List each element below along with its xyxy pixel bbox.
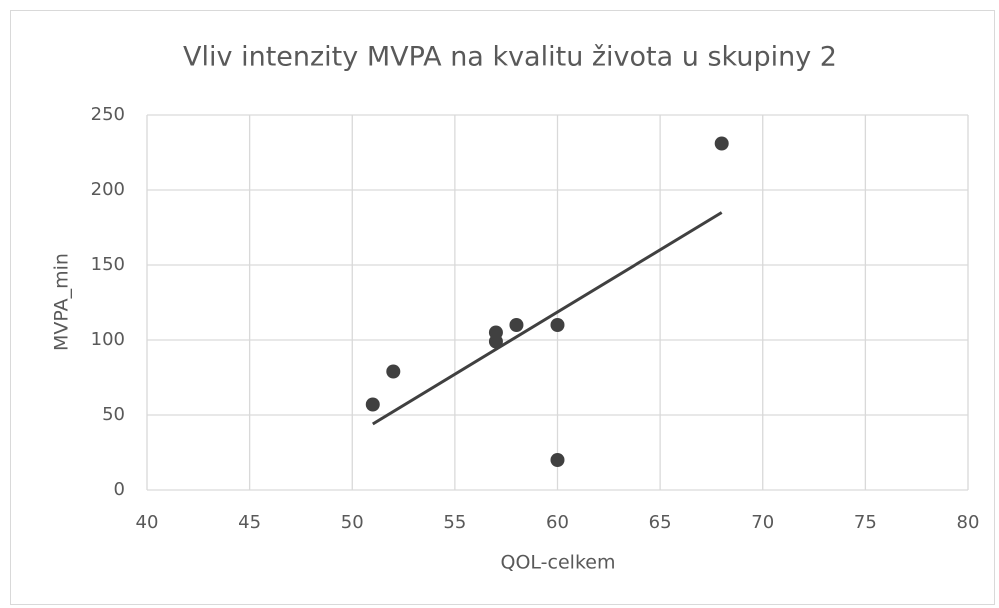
chart-title: Vliv intenzity MVPA na kvalitu života u … [183,42,837,73]
data-point [488,334,503,349]
y-tick-label: 50 [102,404,125,425]
y-tick-label: 250 [91,104,125,125]
y-tick-label: 0 [114,479,125,500]
chart-border [10,10,995,605]
x-tick-label: 60 [546,512,569,533]
x-tick-label: 55 [443,512,466,533]
data-point [550,318,565,332]
x-tick-label: 50 [341,512,364,533]
x-tick-label: 65 [649,512,672,533]
y-tick-label: 100 [91,329,125,350]
x-tick-label: 40 [136,512,159,533]
x-tick-label: 80 [957,512,980,533]
x-tick-label: 45 [238,512,261,533]
data-point [365,397,380,412]
y-axis-label: MVPA_min [51,253,73,351]
x-tick-label: 75 [854,512,877,533]
x-axis-label: QOL-celkem [501,552,616,574]
data-point [714,136,729,151]
data-point [509,318,524,332]
y-tick-label: 200 [91,179,125,200]
data-point [386,364,401,379]
y-tick-label: 150 [91,254,125,275]
x-tick-label: 70 [751,512,774,533]
data-point [550,453,565,467]
trendline [371,211,723,426]
